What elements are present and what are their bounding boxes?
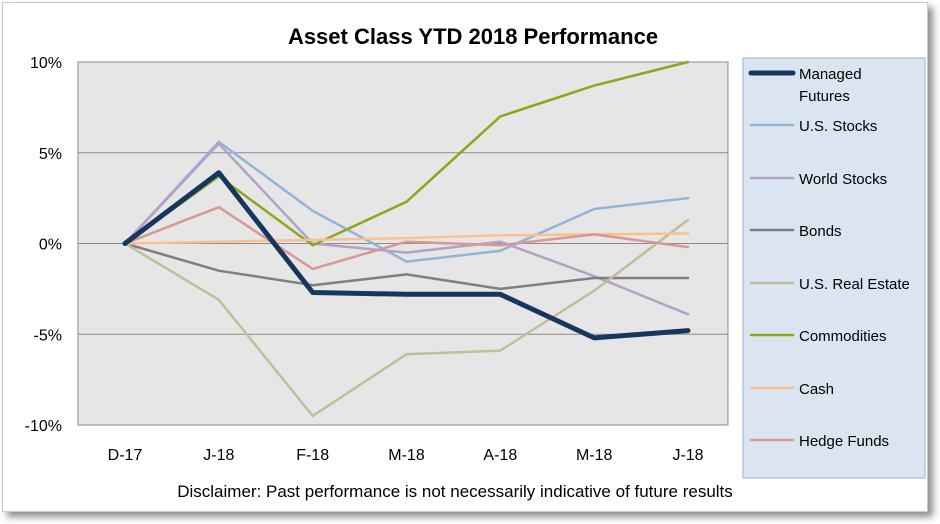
y-tick-label: 10% — [30, 55, 62, 72]
legend-label: Hedge Funds — [799, 433, 889, 450]
y-tick-label: 0% — [39, 237, 62, 254]
x-tick-label: D-17 — [108, 447, 143, 464]
series-lines — [122, 60, 691, 418]
legend-label: Bonds — [799, 223, 842, 240]
y-tick-label: 5% — [39, 146, 62, 163]
x-tick-label: M-18 — [576, 447, 613, 464]
chart-canvas: Asset Class YTD 2018 Performance 10% 5% 0%… — [25, 24, 926, 501]
y-axis: 10% 5% 0% -5% -10% — [25, 55, 62, 435]
x-tick-label: J-18 — [203, 447, 234, 464]
legend-label: Cash — [799, 381, 834, 398]
x-tick-label: F-18 — [296, 447, 329, 464]
legend-box — [742, 57, 926, 479]
legend-label: U.S. Stocks — [799, 118, 877, 135]
legend-label: Commodities — [799, 328, 887, 345]
y-tick-label: -5% — [34, 327, 62, 344]
x-axis: D-17 J-18 F-18 M-18 A-18 M-18 J-18 — [108, 447, 704, 464]
disclaimer-text: Disclaimer: Past performance is not nece… — [177, 482, 733, 501]
legend-label: Managed — [799, 66, 862, 83]
x-tick-label: A-18 — [483, 447, 517, 464]
legend: Managed Futures U.S. Stocks World Stocks Bon… — [742, 57, 926, 479]
series-line-u-s-stocks — [123, 140, 690, 263]
series-line-bonds — [123, 242, 690, 291]
y-tick-label: -10% — [25, 418, 62, 435]
chart-title: Asset Class YTD 2018 Performance — [288, 24, 658, 49]
series-line-managed-futures — [122, 170, 691, 341]
chart-frame: Asset Class YTD 2018 Performance 10% 5% 0%… — [2, 2, 928, 512]
legend-label: U.S. Real Estate — [799, 276, 910, 293]
x-tick-label: J-18 — [672, 447, 703, 464]
series-line-hedge-funds — [123, 205, 690, 271]
series-line-world-stocks — [123, 142, 690, 316]
series-line-u-s-real-estate — [123, 218, 690, 418]
legend-label: Futures — [799, 88, 850, 105]
x-tick-label: M-18 — [388, 447, 425, 464]
legend-label: World Stocks — [799, 171, 887, 188]
